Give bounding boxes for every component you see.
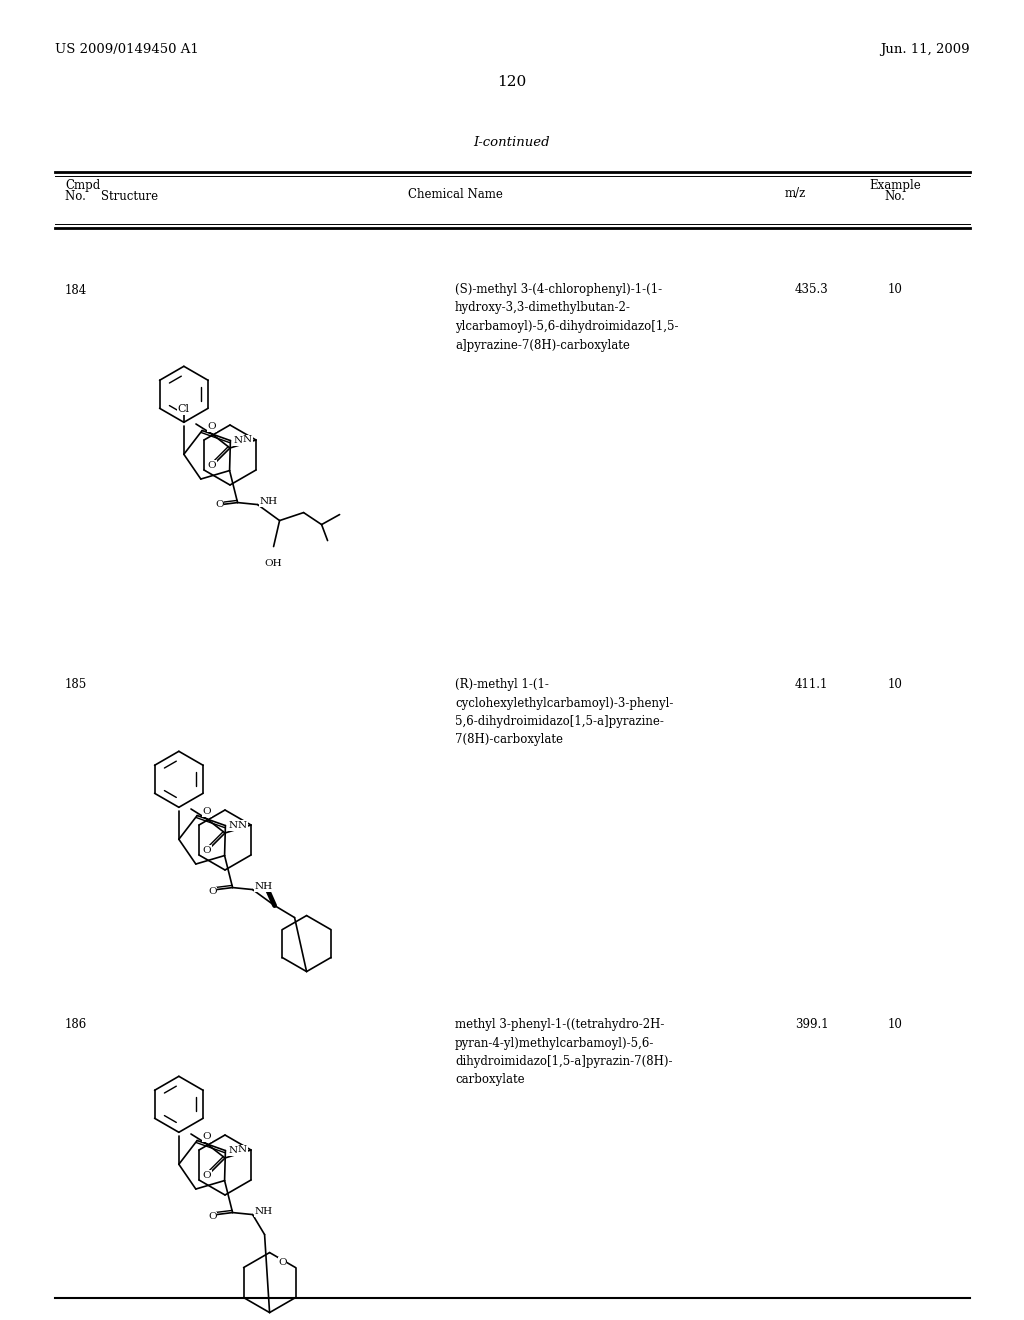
Text: N: N — [243, 436, 252, 445]
Text: O: O — [203, 1171, 211, 1180]
Text: Example: Example — [869, 178, 921, 191]
Text: 10: 10 — [888, 282, 902, 296]
Text: 184: 184 — [65, 284, 87, 297]
Text: No.    Structure: No. Structure — [65, 190, 158, 203]
Text: Cmpd: Cmpd — [65, 178, 100, 191]
Text: 186: 186 — [65, 1019, 87, 1031]
Text: I-continued: I-continued — [474, 136, 550, 149]
Text: N: N — [238, 1146, 247, 1155]
Text: m/z: m/z — [784, 187, 806, 201]
Text: O: O — [203, 807, 211, 816]
Text: O: O — [203, 846, 211, 855]
Text: N: N — [228, 821, 238, 830]
Text: OH: OH — [265, 558, 283, 568]
Text: NH: NH — [259, 498, 278, 506]
Text: N: N — [238, 821, 247, 829]
Text: O: O — [208, 887, 217, 896]
Text: 185: 185 — [65, 678, 87, 692]
Text: methyl 3-phenyl-1-((tetrahydro-2H-
pyran-4-yl)methylcarbamoyl)-5,6-
dihydroimida: methyl 3-phenyl-1-((tetrahydro-2H- pyran… — [455, 1018, 673, 1086]
Text: O: O — [208, 1212, 217, 1221]
Text: O: O — [203, 1133, 211, 1140]
Text: Cl: Cl — [178, 404, 189, 414]
Text: 120: 120 — [498, 75, 526, 88]
Text: (S)-methyl 3-(4-chlorophenyl)-1-(1-
hydroxy-3,3-dimethylbutan-2-
ylcarbamoyl)-5,: (S)-methyl 3-(4-chlorophenyl)-1-(1- hydr… — [455, 282, 679, 351]
Text: (R)-methyl 1-(1-
cyclohexylethylcarbamoyl)-3-phenyl-
5,6-dihydroimidazo[1,5-a]py: (R)-methyl 1-(1- cyclohexylethylcarbamoy… — [455, 678, 674, 747]
Text: O: O — [279, 1258, 287, 1267]
Text: 10: 10 — [888, 678, 902, 690]
Text: 411.1: 411.1 — [795, 678, 828, 690]
Text: O: O — [208, 422, 216, 432]
Text: N: N — [228, 1146, 238, 1155]
Text: NH: NH — [255, 882, 272, 891]
Text: O: O — [208, 461, 216, 470]
Text: 435.3: 435.3 — [795, 282, 828, 296]
Text: N: N — [233, 436, 243, 445]
Text: Chemical Name: Chemical Name — [408, 187, 503, 201]
Text: 399.1: 399.1 — [795, 1018, 828, 1031]
Text: 10: 10 — [888, 1018, 902, 1031]
Text: O: O — [215, 500, 224, 510]
Text: No.: No. — [885, 190, 905, 203]
Text: US 2009/0149450 A1: US 2009/0149450 A1 — [55, 44, 199, 57]
Text: Jun. 11, 2009: Jun. 11, 2009 — [881, 44, 970, 57]
Text: NH: NH — [255, 1206, 272, 1216]
